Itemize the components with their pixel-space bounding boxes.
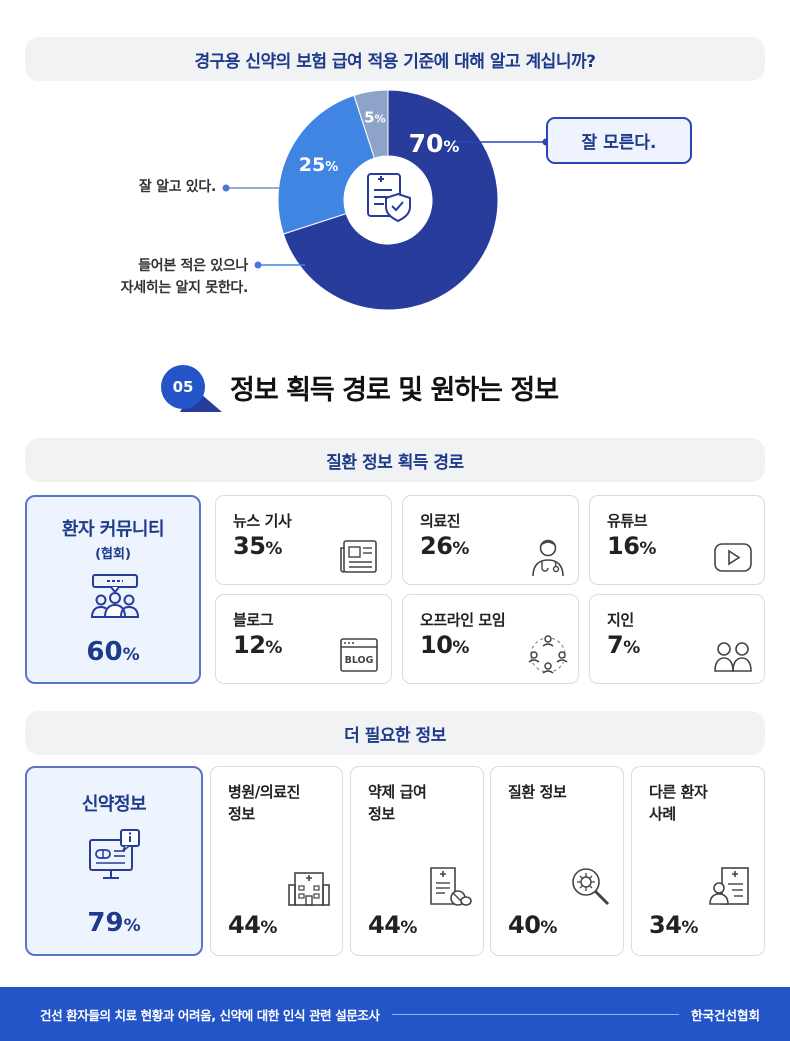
- needs-card-drug-coverage: 약제 급여 정보 44%: [350, 766, 484, 956]
- pie-value-heard-of: 25%: [299, 154, 338, 176]
- awareness-pie-chart: 70% 25% 5%: [222, 89, 550, 311]
- needs-other-patients-line2: 사례: [649, 805, 676, 823]
- needs-hospital-value: 44%: [228, 911, 277, 939]
- needs-other-patients-label: 다른 환자 사례: [649, 781, 708, 825]
- channel-card-news: 뉴스 기사 35%: [215, 495, 392, 585]
- channel-highlight-subtitle: (협회): [95, 547, 131, 562]
- footer-divider: [391, 1013, 679, 1015]
- needs-card-disease-info: 질환 정보 40%: [490, 766, 624, 956]
- blog-glyph-text: BLOG: [345, 655, 374, 666]
- section-number-badge: 05: [160, 362, 222, 412]
- callout-dont-know-label: 잘 모른다.: [581, 133, 657, 153]
- channel-highlight-title: 환자 커뮤니티: [61, 519, 165, 540]
- needs-highlight-card: 신약정보 79%: [25, 766, 203, 956]
- channel-card-medical-staff: 의료진 26%: [402, 495, 579, 585]
- medicine-info-monitor-icon: [89, 829, 140, 879]
- channel-blog-value: 12%: [233, 631, 282, 659]
- needs-drug-coverage-line1: 약제 급여: [368, 783, 427, 801]
- callout-dont-know: 잘 모른다.: [546, 117, 692, 164]
- hospital-icon: [288, 872, 330, 906]
- channel-card-acquaintance: 지인 7%: [589, 594, 765, 684]
- needs-drug-coverage-value: 44%: [368, 911, 417, 939]
- channel-medical-staff-label: 의료진: [420, 512, 461, 530]
- channel-offline-label: 오프라인 모임: [420, 611, 506, 629]
- channel-card-youtube: 유튜브 16%: [589, 495, 765, 585]
- needs-highlight-value: 79%: [87, 908, 141, 938]
- pie-value-dont-know: 70%: [409, 129, 460, 158]
- label-heard-of: 들어본 적은 있으나 자세히는 알지 못한다.: [60, 255, 249, 299]
- channel-news-value: 35%: [233, 532, 282, 560]
- section-title: 정보 획득 경로 및 원하는 정보: [230, 374, 559, 406]
- leader-dot-heard: [254, 261, 262, 269]
- needs-card-other-patients: 다른 환자 사례 34%: [631, 766, 765, 956]
- channels-title: 질환 정보 획득 경로: [326, 452, 464, 473]
- needs-disease-info-line1: 질환 정보: [508, 783, 567, 801]
- channel-offline-value: 10%: [420, 631, 469, 659]
- question-text: 경구용 신약의 보험 급여 적용 기준에 대해 알고 계십니까?: [194, 51, 596, 72]
- needs-disease-info-value: 40%: [508, 911, 557, 939]
- channel-blog-label: 블로그: [233, 611, 274, 629]
- needs-header: 더 필요한 정보: [25, 711, 765, 755]
- community-icon: [90, 574, 140, 618]
- patient-record-icon: [709, 867, 749, 905]
- two-people-icon: [714, 642, 752, 672]
- channel-highlight-card: 환자 커뮤니티 (협회) 60%: [25, 495, 201, 684]
- channel-news-label: 뉴스 기사: [233, 512, 292, 530]
- blog-window-icon: BLOG: [340, 638, 378, 672]
- needs-hospital-label: 병원/의료진 정보: [228, 781, 300, 825]
- channel-acquaintance-label: 지인: [607, 611, 634, 629]
- pie-value-know-well: 5%: [364, 108, 385, 126]
- needs-hospital-line2: 정보: [228, 805, 255, 823]
- needs-other-patients-line1: 다른 환자: [649, 783, 708, 801]
- needs-card-hospital: 병원/의료진 정보 44%: [210, 766, 343, 956]
- play-button-icon: [714, 543, 752, 572]
- footer: 건선 환자들의 치료 현황과 어려움, 신약에 대한 인식 관련 설문조사 한국…: [0, 987, 790, 1041]
- needs-highlight-title: 신약정보: [81, 794, 147, 815]
- channel-youtube-label: 유튜브: [607, 512, 648, 530]
- label-know-well: 잘 알고 있다.: [138, 179, 216, 195]
- needs-other-patients-value: 34%: [649, 911, 698, 939]
- channel-youtube-value: 16%: [607, 532, 656, 560]
- channel-medical-staff-value: 26%: [420, 532, 469, 560]
- label-heard-line2: 자세히는 알지 못한다.: [120, 280, 249, 296]
- question-header: 경구용 신약의 보험 급여 적용 기준에 대해 알고 계십니까?: [25, 37, 765, 81]
- needs-hospital-line1: 병원/의료진: [228, 783, 301, 801]
- channel-acquaintance-value: 7%: [607, 631, 640, 659]
- virus-magnifier-icon: [572, 868, 610, 906]
- needs-disease-info-label: 질환 정보: [508, 781, 567, 803]
- section-header: 05 정보 획득 경로 및 원하는 정보: [160, 362, 559, 412]
- channel-card-offline-meeting: 오프라인 모임 10%: [402, 594, 579, 684]
- doctor-icon: [532, 539, 564, 577]
- newspaper-icon: [340, 540, 377, 573]
- channels-header: 질환 정보 획득 경로: [25, 438, 765, 482]
- people-circle-icon: [528, 635, 568, 674]
- footer-survey-title: 건선 환자들의 치료 현황과 어려움, 신약에 대한 인식 관련 설문조사: [40, 1007, 380, 1023]
- leader-dot-know-well: [222, 184, 230, 192]
- footer-organization: 한국건선협회: [690, 1007, 760, 1023]
- channel-card-blog: 블로그 12% BLOG: [215, 594, 392, 684]
- section-number: 05: [172, 378, 194, 396]
- insurance-document-shield-icon: [344, 156, 432, 244]
- document-pill-icon: [430, 867, 472, 906]
- needs-title: 더 필요한 정보: [344, 725, 446, 746]
- needs-drug-coverage-line2: 정보: [368, 805, 395, 823]
- channel-highlight-value: 60%: [86, 637, 140, 667]
- label-heard-line1: 들어본 적은 있으나: [138, 258, 248, 274]
- needs-drug-coverage-label: 약제 급여 정보: [368, 781, 427, 825]
